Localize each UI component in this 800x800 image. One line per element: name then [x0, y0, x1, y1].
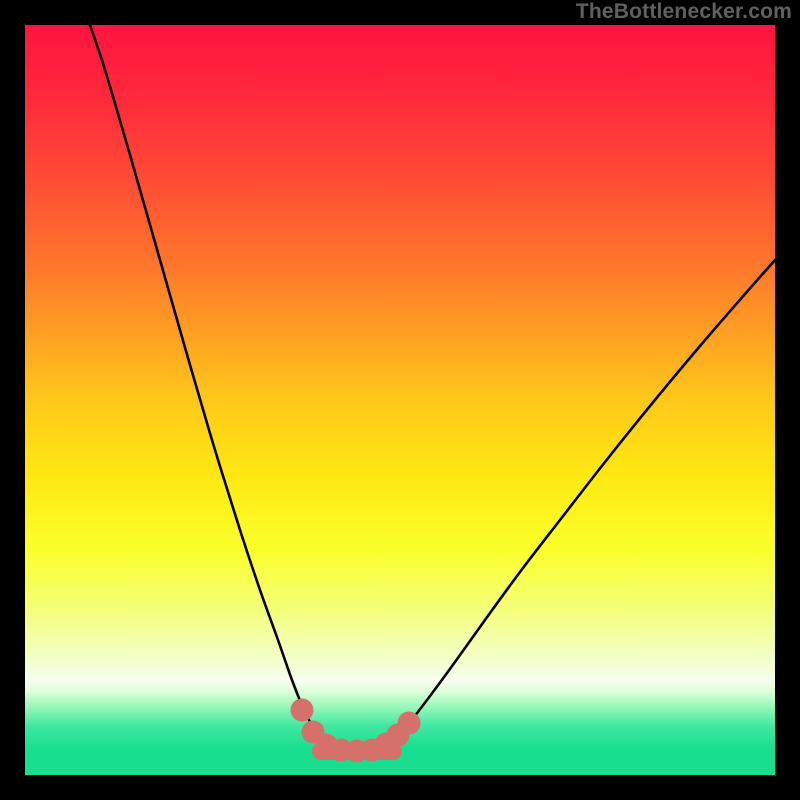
marker-dot: [291, 699, 314, 722]
marker-dot: [398, 712, 421, 735]
bottleneck-chart: [0, 0, 800, 800]
stage: TheBottlenecker.com: [0, 0, 800, 800]
plot-background-gradient: [25, 25, 775, 775]
watermark-text: TheBottlenecker.com: [576, 0, 792, 24]
